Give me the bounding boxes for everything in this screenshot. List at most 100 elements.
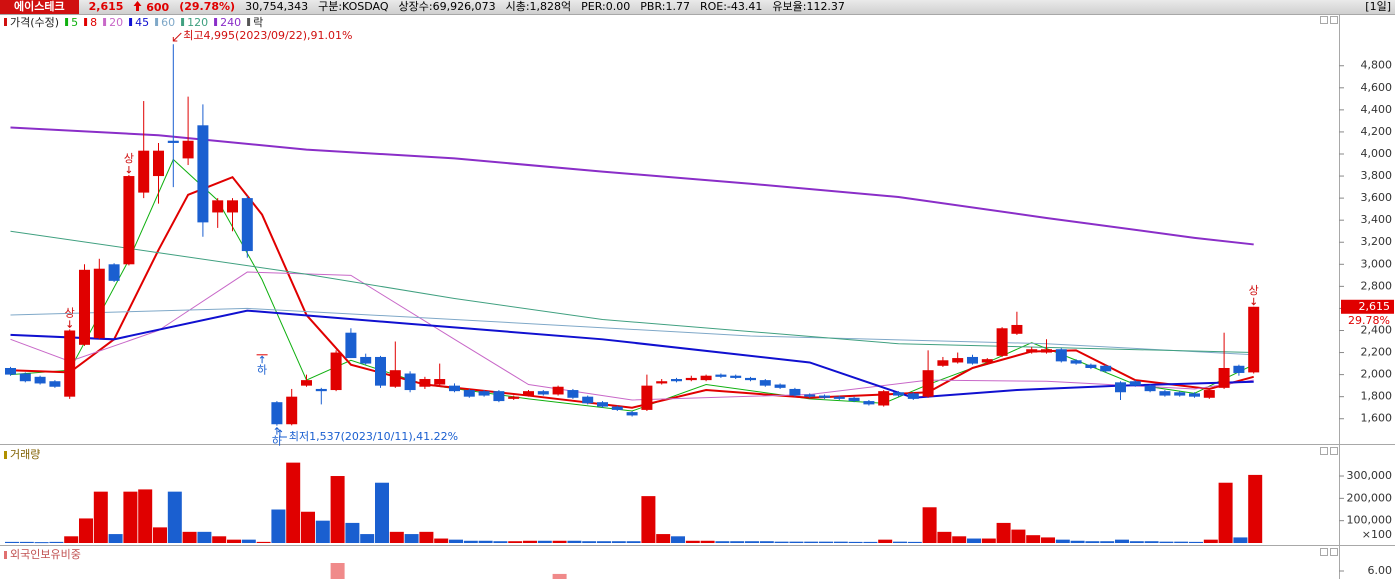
candle-body — [478, 391, 490, 396]
bar — [1085, 541, 1100, 543]
bar — [700, 540, 715, 543]
limit-arrow — [274, 426, 280, 435]
y-tick-label: 1,600 — [1361, 412, 1393, 425]
candle-body — [34, 376, 46, 384]
bar — [523, 540, 537, 543]
candle-body — [138, 150, 150, 193]
bar — [671, 536, 685, 543]
candle-body — [93, 268, 105, 339]
bar — [1100, 541, 1115, 543]
bar — [745, 541, 759, 543]
bar — [1248, 474, 1263, 543]
per: PER:0.00 — [581, 0, 631, 13]
bar — [774, 541, 789, 543]
price: 2,615 — [88, 0, 124, 13]
y-tick-label: 6.00 — [1368, 564, 1393, 577]
candle-body — [567, 390, 579, 398]
y-tick-label: 3,600 — [1361, 191, 1393, 204]
bar — [1070, 540, 1085, 543]
bar — [49, 541, 64, 543]
candle-body — [108, 264, 120, 281]
legend-entry: 45 — [135, 16, 149, 29]
candle-body — [330, 352, 342, 391]
candle-body — [552, 386, 564, 395]
bar — [478, 540, 493, 543]
limit-arrow — [259, 355, 265, 364]
market-cap: 시총:1,828억 — [505, 0, 572, 13]
candle-body — [64, 330, 76, 397]
limit-arrow — [126, 165, 132, 174]
candle-body — [419, 379, 431, 387]
bar — [641, 496, 656, 543]
legend-marker — [181, 18, 185, 26]
candle-body — [967, 356, 978, 364]
y-tick-label: 4,600 — [1361, 81, 1393, 94]
legend-marker — [84, 18, 88, 26]
bar — [1174, 541, 1189, 543]
candle-body — [878, 391, 890, 406]
candle-body — [375, 356, 386, 386]
bar — [271, 509, 286, 543]
bar — [1159, 541, 1174, 543]
candle-body — [389, 370, 401, 387]
legend-entry: 20 — [109, 16, 123, 29]
candle-body — [952, 358, 964, 363]
limit-up-mark: 상 — [65, 306, 75, 319]
bar — [848, 541, 863, 543]
last-change: 29.78% — [1348, 314, 1390, 327]
limit-arrow — [67, 320, 73, 329]
candle-body — [123, 176, 135, 265]
candle-body — [582, 396, 594, 404]
bar — [922, 507, 937, 543]
candle-body — [981, 359, 993, 363]
bar — [301, 511, 315, 543]
bar — [981, 538, 996, 543]
bar — [907, 541, 922, 543]
candle-body — [256, 354, 268, 356]
reserve: 유보율:112.37 — [772, 0, 845, 13]
y-tick-label: 4,200 — [1361, 125, 1393, 138]
y-tick-label: 3,400 — [1361, 213, 1393, 226]
bar — [1026, 535, 1041, 543]
y-tick-label: 4,000 — [1361, 147, 1393, 160]
bar — [286, 462, 301, 543]
y-tick-label: 300,000 — [1347, 469, 1393, 482]
candle-body — [848, 397, 860, 402]
candle-body — [1248, 306, 1260, 373]
legend-marker — [4, 18, 7, 26]
legend-entry: 60 — [161, 16, 175, 29]
bar — [937, 531, 952, 543]
market: 구분:KOSDAQ — [318, 0, 389, 13]
candle-body — [907, 393, 919, 399]
y-tick-label: 1,800 — [1361, 390, 1393, 403]
bar — [93, 491, 108, 543]
candle-body — [153, 150, 164, 177]
candle-body — [1100, 365, 1112, 372]
candle-body — [241, 198, 253, 252]
candle-body — [286, 396, 298, 425]
bar — [537, 540, 552, 543]
bar — [375, 482, 389, 543]
bar — [419, 531, 434, 543]
candle-body — [463, 390, 475, 397]
bar — [463, 540, 478, 543]
ma-line — [10, 126, 1254, 246]
legend-extra: 락 — [253, 16, 263, 29]
bar — [315, 520, 330, 543]
bar — [79, 518, 93, 543]
limit-arrow — [1251, 297, 1257, 306]
period[interactable]: [1일] — [1365, 0, 1391, 13]
bar — [197, 531, 212, 543]
candle-body — [863, 401, 875, 405]
bar — [389, 531, 404, 543]
y-tick-label: 4,800 — [1361, 59, 1393, 72]
candle-body — [759, 380, 771, 386]
bar — [227, 539, 241, 543]
panel-title: 거래량 — [10, 448, 40, 461]
candle-body — [1026, 349, 1038, 353]
y-tick-label: 2,200 — [1361, 346, 1393, 359]
legend-marker — [65, 18, 69, 26]
last-price: 2,615 — [1359, 300, 1391, 313]
candle-body — [819, 395, 830, 398]
candle-body — [745, 377, 756, 381]
